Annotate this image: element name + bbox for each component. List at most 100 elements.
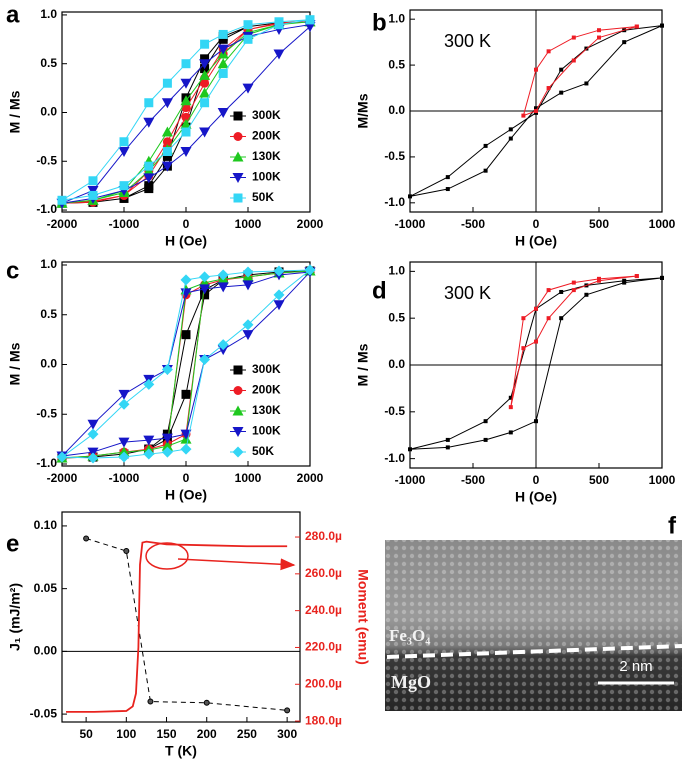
y-axis-label: M/Ms bbox=[355, 93, 371, 128]
layer-label: Fe₃O₄ bbox=[389, 626, 430, 645]
marker bbox=[199, 69, 211, 80]
annotation: 300 K bbox=[444, 283, 491, 303]
x-tick-label: 100 bbox=[116, 727, 136, 741]
marker bbox=[118, 389, 130, 400]
panel-label: a bbox=[6, 1, 20, 28]
marker bbox=[199, 87, 211, 98]
panel-label: d bbox=[372, 277, 387, 304]
marker bbox=[304, 264, 316, 276]
y-tick-label: 1.0 bbox=[40, 257, 57, 271]
panel-label: b bbox=[372, 9, 387, 36]
marker bbox=[243, 34, 253, 44]
legend-label: 200K bbox=[252, 383, 281, 397]
marker bbox=[199, 354, 211, 366]
x-tick-label: 0 bbox=[183, 471, 190, 485]
panel-label: e bbox=[6, 530, 19, 557]
marker bbox=[143, 117, 155, 128]
marker bbox=[559, 67, 564, 72]
x-tick-label: 0 bbox=[183, 217, 190, 231]
marker bbox=[508, 405, 513, 410]
plot-frame bbox=[61, 511, 301, 723]
marker bbox=[445, 445, 450, 450]
marker bbox=[88, 190, 98, 200]
series-line bbox=[66, 540, 288, 713]
legend-label: 130K bbox=[252, 403, 281, 417]
marker bbox=[546, 316, 551, 321]
marker bbox=[273, 289, 285, 301]
x-axis-label: H (Oe) bbox=[165, 487, 207, 503]
chart-panel: -2000 -1000 0 1000 2000 -1.0 -0.5 0.0 0.5 1.0 H (O… bbox=[6, 257, 324, 503]
marker bbox=[56, 451, 68, 463]
y-tick-label: 1.0 bbox=[388, 264, 405, 278]
marker bbox=[546, 288, 551, 293]
marker bbox=[534, 306, 538, 311]
marker bbox=[521, 113, 526, 118]
marker bbox=[622, 40, 627, 45]
marker bbox=[200, 54, 210, 64]
annotation-arrow bbox=[177, 558, 296, 571]
y2-tick-label: 220.0µ bbox=[305, 640, 342, 654]
marker bbox=[161, 161, 173, 172]
y-tick-label: -1.0 bbox=[36, 456, 57, 470]
x-tick-label: 0 bbox=[533, 473, 540, 487]
marker bbox=[161, 446, 173, 458]
x-tick-label: 2000 bbox=[297, 471, 324, 485]
y2-tick-label: 240.0µ bbox=[305, 603, 342, 617]
marker bbox=[273, 300, 285, 311]
marker bbox=[88, 176, 98, 186]
y-tick-label: -0.5 bbox=[384, 149, 405, 163]
series-line bbox=[522, 26, 637, 117]
marker bbox=[143, 448, 155, 460]
marker bbox=[87, 452, 99, 464]
panel-label: f bbox=[668, 512, 677, 539]
marker bbox=[143, 173, 155, 184]
marker bbox=[181, 389, 191, 399]
marker bbox=[180, 274, 192, 286]
marker bbox=[534, 67, 538, 72]
panel-f: 2 nm Fe₃O₄ MgO f bbox=[385, 512, 683, 711]
marker bbox=[408, 447, 412, 452]
marker bbox=[304, 22, 316, 33]
marker bbox=[521, 346, 526, 351]
marker bbox=[546, 49, 551, 54]
legend-label: 100K bbox=[252, 424, 281, 438]
x-tick-label: 150 bbox=[157, 727, 177, 741]
legend-symbol bbox=[233, 386, 243, 395]
x-tick-label: 50 bbox=[79, 727, 93, 741]
marker bbox=[218, 34, 228, 44]
marker bbox=[118, 398, 130, 410]
marker bbox=[483, 419, 488, 424]
marker bbox=[200, 78, 210, 88]
y-tick-label: -1.0 bbox=[36, 202, 57, 216]
chart-panel: 50 100 150 200 250 300 -0.05 0.00 0.05 0.10 180.0µ… bbox=[6, 511, 371, 759]
marker bbox=[571, 288, 576, 293]
marker bbox=[118, 147, 130, 158]
y2-axis-label: Moment (emu) bbox=[355, 569, 371, 665]
marker bbox=[571, 35, 576, 40]
marker bbox=[180, 147, 192, 158]
y-tick-label: 0.0 bbox=[388, 103, 405, 117]
marker bbox=[119, 137, 129, 147]
legend-symbol bbox=[233, 132, 243, 141]
x-tick-label: 500 bbox=[589, 217, 609, 231]
legend-label: 50K bbox=[252, 190, 274, 204]
marker bbox=[203, 699, 210, 706]
marker bbox=[408, 194, 412, 199]
marker bbox=[508, 136, 513, 141]
y-tick-label: 0.0 bbox=[40, 105, 57, 119]
x-tick-label: 200 bbox=[197, 727, 217, 741]
marker bbox=[123, 548, 130, 555]
chart-panel: -2000 -1000 0 1000 2000 -1.0 -0.5 0.0 0.5 1.0 H (O… bbox=[6, 1, 324, 248]
x-tick-label: 1000 bbox=[235, 471, 262, 485]
series-line bbox=[85, 537, 288, 711]
marker bbox=[180, 118, 192, 129]
marker bbox=[118, 451, 130, 463]
y-tick-label: 0.00 bbox=[34, 644, 58, 658]
marker bbox=[559, 316, 564, 321]
marker bbox=[180, 95, 192, 106]
panel-label: c bbox=[6, 257, 19, 284]
y-tick-label: 0.10 bbox=[34, 518, 58, 532]
marker bbox=[199, 59, 211, 70]
marker bbox=[243, 20, 253, 30]
